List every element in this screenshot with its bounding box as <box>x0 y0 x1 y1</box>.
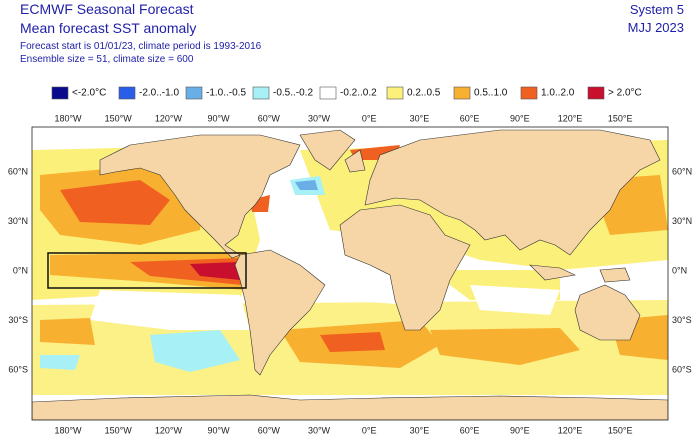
legend-swatch <box>252 86 270 100</box>
legend-swatch <box>453 86 471 100</box>
info-line: Forecast start is 01/01/23, climate peri… <box>20 41 262 52</box>
longitude-label: 180°W <box>54 425 82 435</box>
latitude-label: 0°N <box>13 265 28 275</box>
longitude-label: 60°W <box>258 113 281 123</box>
longitude-label: 150°W <box>105 425 133 435</box>
longitude-label: 150°E <box>608 113 633 123</box>
anomaly-cool-strong <box>295 180 318 190</box>
anomaly-red <box>190 262 240 280</box>
title: ECMWF Seasonal Forecast <box>20 1 194 17</box>
legend-label: <-2.0°C <box>72 88 106 99</box>
info-line: Ensemble size = 51, climate size = 600 <box>20 54 194 65</box>
latitude-label: 60°N <box>672 166 692 176</box>
latitude-label: 60°N <box>8 166 28 176</box>
legend-swatch <box>587 86 605 100</box>
latitude-label: 30°N <box>8 216 28 226</box>
longitude-label: 30°W <box>308 425 331 435</box>
legend-swatch <box>319 86 337 100</box>
latitude-label: 30°S <box>8 315 28 325</box>
longitude-label: 90°E <box>510 425 530 435</box>
system-label: System 5 <box>630 2 684 17</box>
legend-swatch <box>51 86 69 100</box>
legend-label: 0.5..1.0 <box>474 88 508 99</box>
map: 180°W 180°W 150°W 150°W 120°W 120°W 90°W 90°W 60… <box>8 113 692 435</box>
longitude-label: 30°W <box>308 113 331 123</box>
longitude-label: 120°W <box>155 425 183 435</box>
nino-region-box <box>47 252 247 289</box>
legend-label: -0.5..-0.2 <box>273 88 313 99</box>
longitude-label: 60°E <box>460 425 480 435</box>
longitude-label: 180°W <box>54 113 82 123</box>
longitude-label: 0°E <box>362 425 377 435</box>
subtitle: Mean forecast SST anomaly <box>20 20 196 36</box>
longitude-label: 150°W <box>105 113 133 123</box>
map-frame <box>31 126 669 421</box>
legend-label: -2.0..-1.0 <box>139 88 179 99</box>
longitude-label: 30°E <box>410 113 430 123</box>
legend-label: -1.0..-0.5 <box>206 88 246 99</box>
longitude-label: 0°E <box>362 113 377 123</box>
latitude-label: 60°S <box>672 364 692 374</box>
legend: <-2.0°C -2.0..-1.0 -1.0..-0.5 -0.5..-0.2 -0.… <box>51 86 642 100</box>
land <box>32 129 668 420</box>
latitude-label: 30°N <box>672 216 692 226</box>
longitude-label: 30°E <box>410 425 430 435</box>
longitude-label: 90°W <box>208 113 231 123</box>
longitude-label: 120°E <box>558 425 583 435</box>
legend-swatch <box>185 86 203 100</box>
latitude-label: 60°S <box>8 364 28 374</box>
legend-label: 1.0..2.0 <box>541 88 575 99</box>
legend-label: 0.2..0.5 <box>407 88 441 99</box>
period-label: MJJ 2023 <box>628 20 684 35</box>
legend-swatch <box>386 86 404 100</box>
coordinate-labels: 180°W 180°W 150°W 150°W 120°W 120°W 90°W 90°W 60… <box>8 113 692 435</box>
legend-swatch <box>118 86 136 100</box>
longitude-label: 120°E <box>558 113 583 123</box>
latitude-label: 0°N <box>672 265 687 275</box>
longitude-label: 90°W <box>208 425 231 435</box>
legend-label: > 2.0°C <box>608 88 642 99</box>
longitude-label: 60°W <box>258 425 281 435</box>
longitude-label: 60°E <box>460 113 480 123</box>
longitude-label: 150°E <box>608 425 633 435</box>
legend-label: -0.2..0.2 <box>340 88 377 99</box>
latitude-label: 30°S <box>672 315 692 325</box>
longitude-label: 120°W <box>155 113 183 123</box>
legend-swatch <box>520 86 538 100</box>
longitude-label: 90°E <box>510 113 530 123</box>
